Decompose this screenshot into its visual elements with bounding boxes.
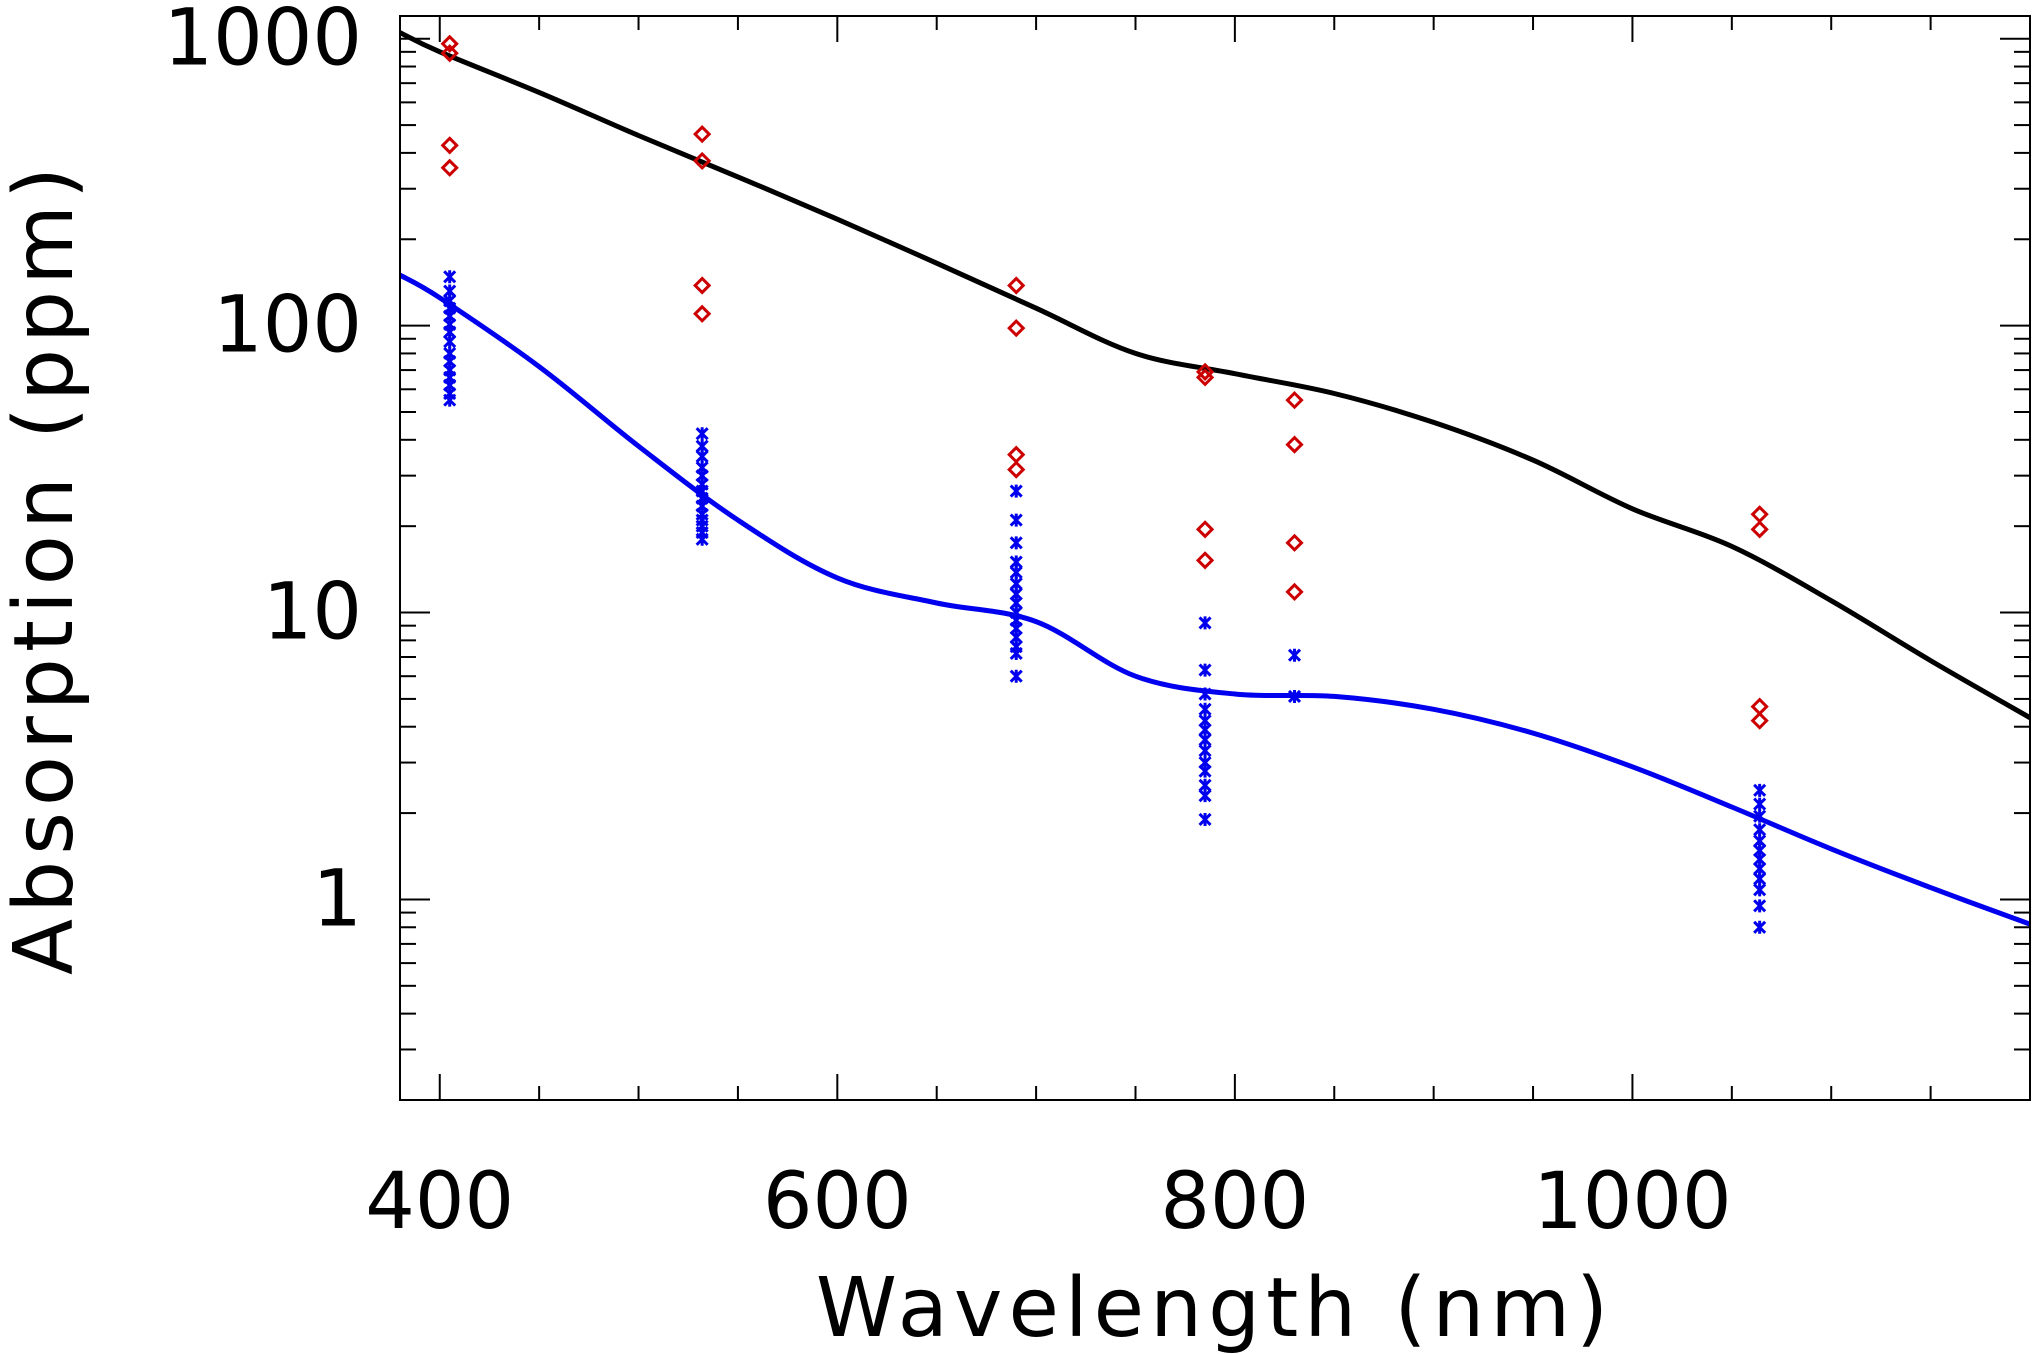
diamond-marker xyxy=(440,34,459,53)
diamond-marker xyxy=(1285,391,1304,410)
cross-marker xyxy=(695,532,709,546)
cross-marker xyxy=(1753,883,1767,897)
y-tick-label: 100 xyxy=(213,281,362,371)
cross-marker xyxy=(1753,920,1767,934)
diamond-marker xyxy=(1195,362,1215,381)
plot-frame xyxy=(399,15,2031,1101)
cross-marker xyxy=(1009,513,1023,527)
cross-marker xyxy=(443,334,457,349)
cross-marker xyxy=(1198,702,1212,716)
cross-marker xyxy=(1753,797,1767,811)
cross-marker xyxy=(1753,783,1767,797)
diamond-marker xyxy=(1285,582,1304,602)
cross-marker xyxy=(1287,689,1302,704)
cross-marker xyxy=(1198,764,1212,778)
x-axis-title: Wavelength (nm) xyxy=(816,1261,1614,1354)
cross-marker xyxy=(1198,733,1212,747)
diamond-marker xyxy=(1285,533,1304,552)
cross-marker xyxy=(443,270,457,284)
x-tick-label: 1000 xyxy=(1533,1157,1732,1247)
cross-marker xyxy=(695,427,709,441)
diamond-marker xyxy=(1007,319,1026,338)
diamond-marker xyxy=(1007,460,1026,479)
cross-marker xyxy=(1198,663,1212,677)
diamond-marker xyxy=(1195,368,1215,387)
diamond-marker xyxy=(1750,711,1769,730)
cross-marker xyxy=(1009,536,1023,550)
series-markers xyxy=(440,34,1769,934)
diamond-marker xyxy=(1195,520,1215,539)
x-tick-label: 400 xyxy=(365,1157,514,1247)
diamond-marker xyxy=(693,276,712,295)
cross-marker xyxy=(1009,646,1023,661)
diamond-marker xyxy=(1007,445,1026,464)
y-tick-label: 1000 xyxy=(163,0,362,84)
cross-marker xyxy=(1198,789,1212,803)
upper-curve-line xyxy=(400,30,2030,721)
diamond-marker xyxy=(1195,551,1215,570)
x-tick-label: 800 xyxy=(1160,1157,1309,1247)
diamond-marker xyxy=(1285,435,1304,454)
cross-marker xyxy=(695,449,709,464)
cross-marker xyxy=(1198,744,1212,758)
diamond-marker xyxy=(693,304,712,323)
y-tick-label: 10 xyxy=(263,568,362,658)
diamond-marker xyxy=(1007,276,1026,295)
y-axis-title: Absorption (ppm) xyxy=(0,161,92,975)
diamond-marker xyxy=(440,158,459,177)
cross-marker xyxy=(1287,648,1302,662)
x-tick-label: 600 xyxy=(763,1157,912,1247)
tick-labels: 400 600 800 1000 1 10 100 1000 xyxy=(163,0,1731,1247)
cross-marker xyxy=(1198,687,1212,701)
cross-marker xyxy=(1753,823,1767,837)
cross-marker xyxy=(1198,616,1212,630)
cross-marker xyxy=(1753,872,1767,886)
cross-marker xyxy=(1009,484,1023,498)
cross-marker xyxy=(1753,899,1767,913)
diamond-marker xyxy=(440,44,459,63)
cross-marker xyxy=(443,393,457,407)
axis-ticks xyxy=(400,16,2030,1101)
series-lines xyxy=(400,30,2030,927)
y-tick-label: 1 xyxy=(312,854,362,944)
diamond-marker xyxy=(1750,520,1769,539)
cross-marker xyxy=(1198,812,1212,827)
diamond-marker xyxy=(693,125,712,144)
diamond-marker xyxy=(693,151,712,171)
diamond-marker xyxy=(1750,505,1769,524)
cross-marker xyxy=(1009,669,1023,683)
cross-marker xyxy=(1009,565,1023,579)
lower-curve-line xyxy=(400,272,2030,927)
cross-marker xyxy=(1753,809,1767,823)
diamond-marker xyxy=(440,136,459,155)
